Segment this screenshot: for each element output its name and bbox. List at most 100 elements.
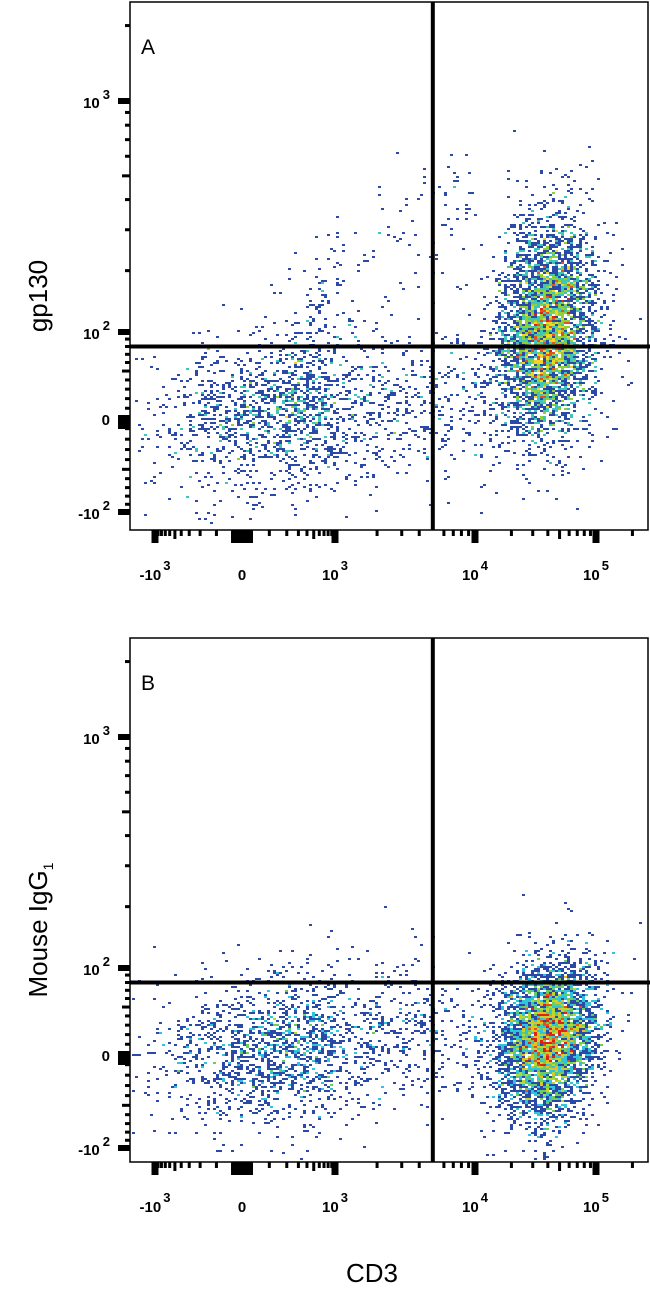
event-dot — [246, 1044, 249, 1046]
event-dot — [279, 460, 282, 462]
event-dot — [612, 400, 615, 402]
event-dot — [231, 1150, 234, 1152]
event-dot — [603, 356, 606, 358]
event-dot — [201, 1080, 204, 1082]
event-dot — [540, 384, 543, 386]
event-dot — [549, 314, 552, 316]
event-dot — [516, 288, 519, 290]
event-dot — [528, 334, 531, 336]
event-dot — [273, 292, 276, 294]
event-dot — [303, 414, 306, 416]
event-dot — [483, 296, 486, 298]
event-dot — [423, 1022, 426, 1024]
event-dot — [219, 1086, 222, 1088]
event-dot — [198, 414, 201, 416]
event-dot — [501, 388, 504, 390]
event-dot — [549, 274, 552, 276]
event-dot — [273, 416, 276, 418]
event-dot — [393, 236, 396, 238]
event-dot — [315, 388, 318, 390]
event-dot — [531, 322, 534, 324]
event-dot — [267, 1076, 270, 1078]
event-dot — [615, 288, 618, 290]
event-dot — [561, 420, 564, 422]
event-dot — [225, 438, 228, 440]
event-dot — [312, 1060, 315, 1062]
event-dot — [249, 396, 252, 398]
event-dot — [546, 408, 549, 410]
event-dot — [207, 1032, 210, 1034]
event-dot — [243, 412, 246, 414]
event-dot — [558, 286, 561, 288]
event-dot — [216, 432, 219, 434]
x-tick-base: 10 — [462, 567, 479, 584]
event-dot — [585, 282, 588, 284]
event-dot — [171, 466, 174, 468]
event-dot — [447, 366, 450, 368]
event-dot — [336, 394, 339, 396]
event-dot — [237, 496, 240, 498]
event-dot — [264, 378, 267, 380]
event-dot — [333, 438, 336, 440]
event-dot — [594, 358, 597, 360]
event-dot — [525, 330, 528, 332]
event-dot — [324, 376, 327, 378]
event-dot — [273, 1098, 276, 1100]
event-dot — [336, 412, 339, 414]
event-dot — [141, 358, 144, 360]
event-dot — [399, 282, 402, 284]
event-dot — [369, 414, 372, 416]
event-dot — [558, 430, 561, 432]
event-dot — [312, 428, 315, 430]
event-dot — [525, 340, 528, 342]
event-dot — [414, 434, 417, 436]
event-dot — [552, 312, 555, 314]
event-dot — [537, 368, 540, 370]
event-dot — [204, 356, 207, 358]
event-dot — [336, 284, 339, 286]
event-dot — [297, 1048, 300, 1050]
event-dot — [288, 468, 291, 470]
event-dot — [534, 310, 537, 312]
event-dot — [543, 296, 546, 298]
event-dot — [531, 260, 534, 262]
x-minor-tick — [460, 530, 463, 536]
event-dot — [312, 376, 315, 378]
event-dot — [528, 318, 531, 320]
event-dot — [291, 400, 294, 402]
event-dot — [270, 388, 273, 390]
event-dot — [210, 380, 213, 382]
event-dot — [555, 394, 558, 396]
event-dot — [297, 396, 300, 398]
event-dot — [552, 286, 555, 288]
event-dot — [519, 342, 522, 344]
event-dot — [204, 352, 207, 354]
event-dot — [366, 1046, 369, 1048]
event-dot — [324, 1080, 327, 1082]
event-dot — [510, 338, 513, 340]
event-dot — [285, 358, 288, 360]
event-dot — [468, 396, 471, 398]
event-dot — [387, 394, 390, 396]
event-dot — [519, 328, 522, 330]
event-dot — [585, 248, 588, 250]
event-dot — [261, 1074, 264, 1076]
event-dot — [534, 396, 537, 398]
event-dot — [579, 382, 582, 384]
event-dot — [558, 350, 561, 352]
event-dots — [132, 894, 642, 1160]
event-dot — [285, 1006, 288, 1008]
event-dot — [162, 386, 165, 388]
event-dot — [387, 396, 390, 398]
event-dot — [216, 390, 219, 392]
event-dot — [225, 1026, 228, 1028]
event-dot — [306, 376, 309, 378]
event-dot — [291, 414, 294, 416]
event-dot — [330, 1044, 333, 1046]
event-dot — [252, 1078, 255, 1080]
event-dot — [612, 294, 615, 296]
event-dot — [207, 446, 210, 448]
event-dot — [387, 1070, 390, 1072]
event-dot — [534, 254, 537, 256]
event-dot — [456, 376, 459, 378]
